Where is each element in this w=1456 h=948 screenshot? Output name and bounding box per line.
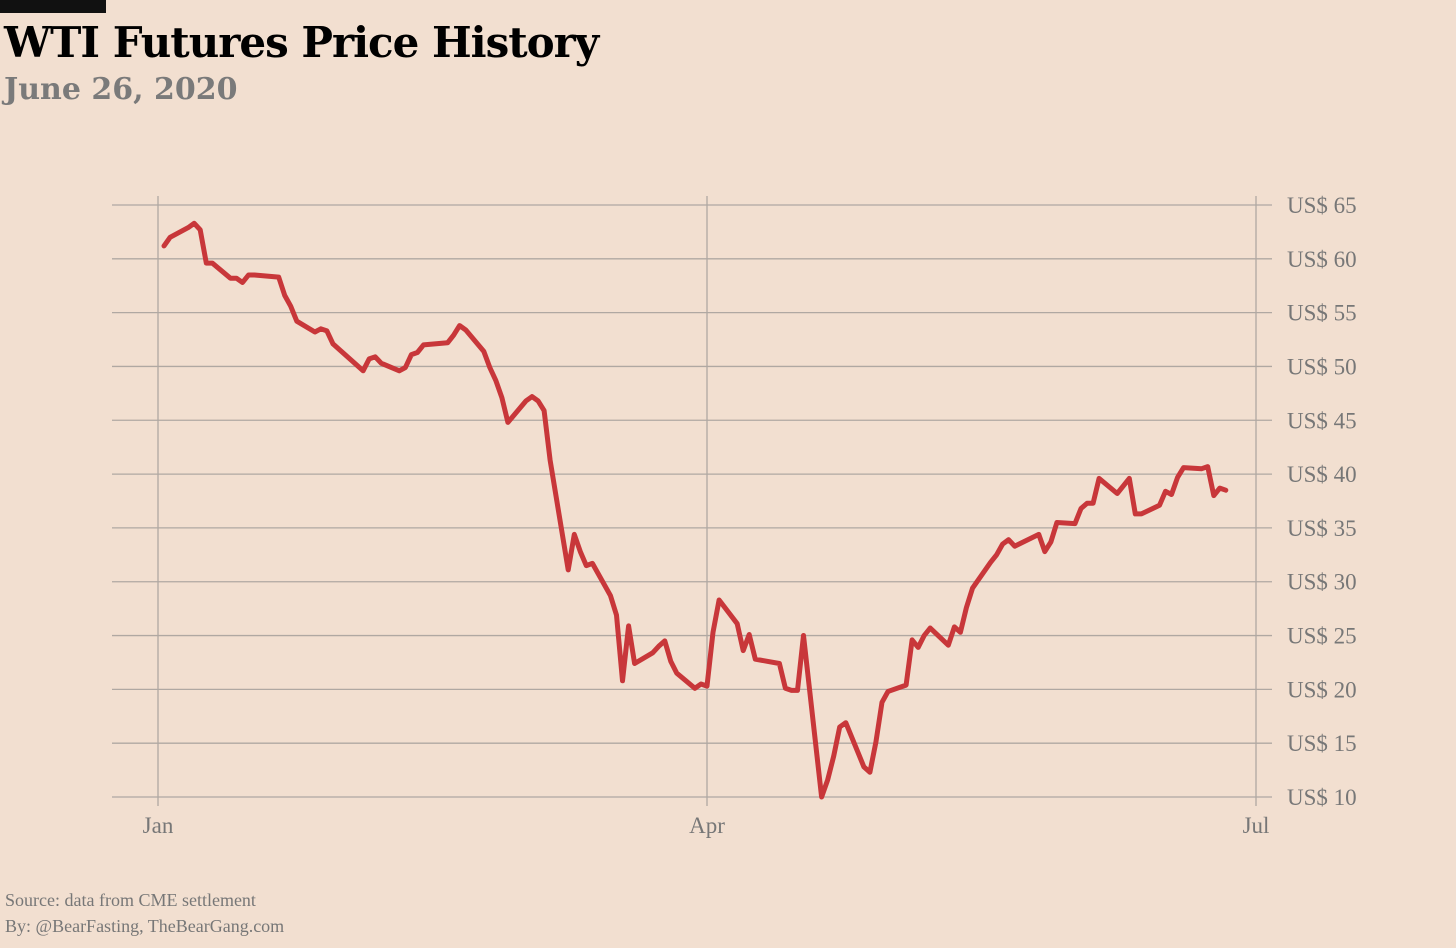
y-tick-label: US$ 45 <box>1287 408 1357 433</box>
grid-layer <box>112 196 1272 806</box>
x-tick-label: Apr <box>689 813 725 838</box>
y-tick-label: US$ 55 <box>1287 301 1357 326</box>
chart-subtitle: June 26, 2020 <box>4 72 238 107</box>
axis-layer: US$ 10 US$ 15 US$ 20 US$ 25 US$ 30 US$ 35 US$ … <box>143 193 1357 838</box>
byline: By: @BearFasting, TheBearGang.com <box>5 916 285 936</box>
y-tick-label: US$ 25 <box>1287 624 1357 649</box>
top-accent-bar <box>0 0 106 13</box>
y-tick-label: US$ 20 <box>1287 677 1357 702</box>
x-tick-label: Jan <box>143 813 174 838</box>
series-layer <box>161 220 1229 800</box>
y-tick-label: US$ 35 <box>1287 516 1357 541</box>
y-tick-label: US$ 65 <box>1287 193 1357 218</box>
y-tick-label: US$ 30 <box>1287 570 1357 595</box>
y-tick-label: US$ 60 <box>1287 247 1357 272</box>
chart-title: WTI Futures Price History <box>4 18 599 67</box>
y-tick-label: US$ 40 <box>1287 462 1357 487</box>
price-series-line <box>161 220 1229 800</box>
source-note: Source: data from CME settlement <box>5 890 256 910</box>
y-tick-label: US$ 15 <box>1287 731 1357 756</box>
y-tick-label: US$ 10 <box>1287 785 1357 810</box>
y-tick-label: US$ 50 <box>1287 354 1357 379</box>
x-tick-label: Jul <box>1243 813 1270 838</box>
